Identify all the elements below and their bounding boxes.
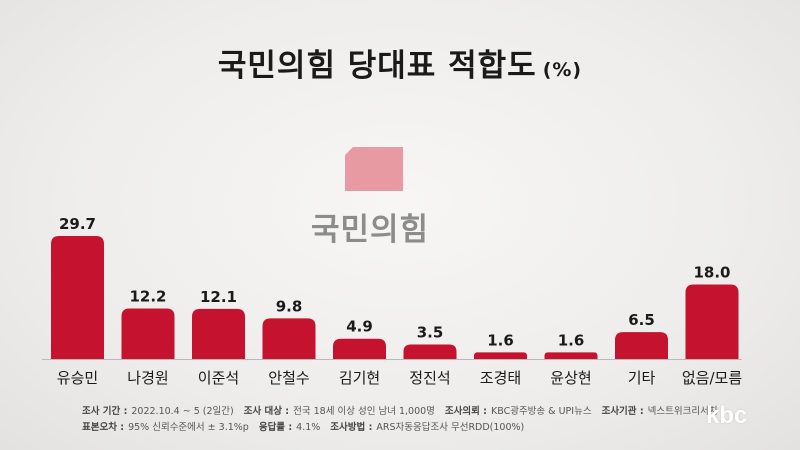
bar-조경태: [474, 352, 527, 359]
category-label: 안철수: [268, 369, 309, 387]
bar-유승민: [51, 236, 104, 359]
bar-김기현: [333, 338, 386, 359]
bar-나경원: [121, 308, 175, 359]
chart-title-text: 국민의힘 당대표 적합도: [217, 48, 537, 84]
category-label: 없음/모름: [682, 369, 742, 387]
bar-없음/모름: [685, 284, 739, 359]
chart-title-unit: (%): [542, 59, 583, 81]
value-label: 3.5: [417, 324, 444, 342]
survey-info-label: 조사 대상 :: [243, 406, 290, 417]
value-label: 29.7: [59, 215, 96, 233]
survey-info-label: 조사기관 :: [601, 406, 644, 417]
category-label: 기타: [628, 369, 656, 387]
bar-안철수: [262, 318, 316, 359]
category-label: 나경원: [127, 369, 168, 387]
survey-info-line-2: 표본오차 :95% 신뢰수준에서 ± 3.1%p 응답률 :4.1% 조사방법 :A…: [82, 419, 524, 433]
value-label: 9.8: [276, 297, 303, 315]
category-label: 조경태: [480, 369, 521, 387]
survey-info-label: 표본오차 :: [82, 422, 125, 433]
kbc-logo: kbc: [706, 402, 748, 429]
category-label: 김기현: [339, 369, 380, 387]
survey-info-value: 95% 신뢰수준에서 ± 3.1%p: [128, 422, 249, 433]
category-label: 정진석: [409, 369, 450, 387]
value-label: 12.1: [200, 288, 237, 306]
value-label: 4.9: [346, 318, 373, 336]
survey-info-label: 조사의뢰 :: [444, 406, 487, 417]
survey-info-value: 전국 18세 이상 성인 남녀 1,000명: [293, 406, 435, 417]
survey-info-value: ARS자동응답조사 무선RDD(100%): [376, 422, 525, 433]
value-label: 1.6: [487, 331, 514, 349]
category-label: 윤상현: [550, 369, 591, 387]
bar-윤상현: [544, 352, 598, 359]
value-label: 6.5: [628, 311, 655, 329]
survey-info-value: KBC광주방송 & UPI뉴스: [490, 406, 592, 417]
value-label: 12.2: [129, 287, 166, 305]
chart-title: 국민의힘 당대표 적합도 (%): [0, 40, 800, 85]
survey-info-value: 넥스트위크리서치: [647, 406, 718, 417]
survey-info-label: 조사방법 :: [330, 422, 373, 433]
survey-info-value: 4.1%: [296, 422, 321, 433]
value-label: 18.0: [693, 263, 730, 281]
bar-기타: [615, 332, 668, 359]
category-label: 이준석: [198, 369, 239, 387]
bar-이준석: [192, 308, 245, 359]
survey-info-line-1: 조사 기간 :2022.10.4 ~ 5 (2일간) 조사 대상 : 전국 18세 …: [82, 403, 718, 417]
party-logo-icon: [345, 147, 403, 191]
value-label: 1.6: [558, 331, 585, 349]
party-logo-text: 국민의힘: [310, 212, 430, 248]
category-label: 유승민: [57, 369, 98, 387]
survey-info-value: 2022.10.4 ~ 5 (2일간): [131, 406, 234, 417]
survey-info-label: 응답률 :: [258, 422, 293, 433]
bar-정진석: [403, 344, 457, 359]
survey-info-label: 조사 기간 :: [82, 406, 128, 417]
